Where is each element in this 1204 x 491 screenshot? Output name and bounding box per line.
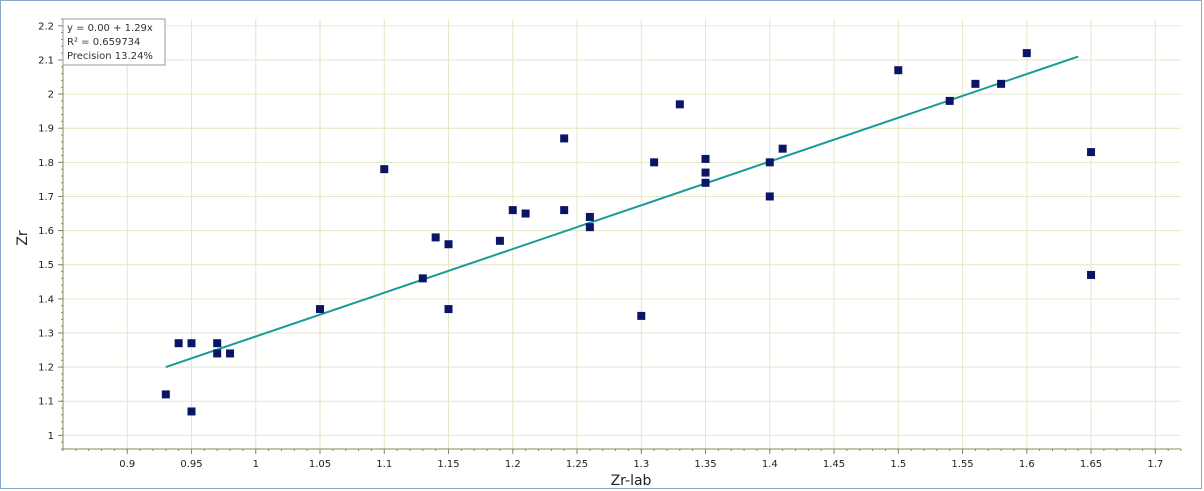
stats-box: y = 0.00 + 1.29x R² = 0.659734 Precision…: [62, 18, 166, 66]
data-point: [971, 79, 980, 88]
data-point: [508, 206, 517, 215]
x-tick-label: 1.6: [1019, 459, 1035, 470]
data-point: [765, 192, 774, 201]
data-point: [161, 390, 170, 399]
data-point: [187, 407, 196, 416]
data-point: [444, 305, 453, 314]
y-tick-label: 1.4: [38, 294, 54, 305]
data-point: [560, 134, 569, 143]
y-tick-label: 1.9: [38, 124, 54, 135]
data-point: [675, 100, 684, 109]
x-tick-label: 1.65: [1080, 459, 1102, 470]
data-point: [701, 154, 710, 163]
data-point: [418, 274, 427, 283]
data-point: [778, 144, 787, 153]
data-point: [174, 339, 183, 348]
data-point: [701, 178, 710, 187]
data-point: [560, 206, 569, 215]
trend-line: [165, 55, 1079, 369]
x-tick-label: 1.05: [309, 459, 331, 470]
data-point: [637, 311, 646, 320]
data-points: [161, 49, 1096, 416]
stats-box-border: [62, 18, 166, 66]
data-point: [1087, 270, 1096, 279]
data-point: [1087, 148, 1096, 157]
y-tick-label: 1.3: [38, 328, 54, 339]
data-point: [226, 349, 235, 358]
data-point: [585, 212, 594, 221]
y-tick-label: 1.2: [38, 363, 54, 374]
y-tick-label: 1: [48, 431, 54, 442]
data-point: [650, 158, 659, 167]
data-point: [945, 96, 954, 105]
data-point: [1022, 49, 1031, 58]
y-tick-label: 2.1: [38, 55, 54, 66]
x-tick-label: 1.2: [505, 459, 521, 470]
x-tick-label: 1.55: [951, 459, 973, 470]
grid-lines: [63, 19, 1181, 449]
x-axis-title: Zr-lab: [611, 473, 652, 489]
data-point: [380, 165, 389, 174]
stats-precision: Precision 13.24%: [67, 51, 153, 62]
stats-equation: y = 0.00 + 1.29x: [67, 23, 153, 34]
x-tick-label: 1.25: [566, 459, 588, 470]
y-axis-ticks: 1 1.1 1.2 1.3 1.4 1.5 1.6 1.7 1.8 1.9 2 2.1 2.2: [38, 18, 63, 450]
data-point: [521, 209, 530, 218]
y-tick-label: 1.7: [38, 192, 54, 203]
data-point: [187, 339, 196, 348]
y-tick-label: 1.6: [38, 226, 54, 237]
data-point: [585, 223, 594, 232]
x-axis-ticks: 0.9 0.95 1 1.05 1.1 1.15 1.2 1.25 1.3 1.35 1.4 1.45…: [62, 449, 1182, 470]
x-tick-label: 0.9: [119, 459, 135, 470]
data-point: [213, 349, 222, 358]
x-tick-label: 1.35: [694, 459, 716, 470]
x-tick-label: 1.3: [633, 459, 649, 470]
x-tick-label: 1.7: [1147, 459, 1163, 470]
data-point: [495, 236, 504, 245]
data-point: [431, 233, 440, 242]
x-tick-label: 1.4: [762, 459, 778, 470]
x-tick-label: 1.45: [823, 459, 845, 470]
y-axis-title: Zr: [15, 230, 31, 246]
x-tick-label: 1.5: [890, 459, 906, 470]
trend-line-group: [165, 55, 1079, 369]
data-point: [701, 168, 710, 177]
y-tick-label: 1.5: [38, 260, 54, 271]
data-point: [997, 79, 1006, 88]
axes: [62, 19, 1181, 450]
data-point: [213, 339, 222, 348]
data-point: [894, 66, 903, 75]
y-tick-label: 1.1: [38, 397, 54, 408]
y-tick-label: 1.8: [38, 158, 54, 169]
x-tick-label: 1.15: [437, 459, 459, 470]
y-tick-label: 2.2: [38, 21, 54, 32]
data-point: [444, 240, 453, 249]
x-tick-label: 1: [253, 459, 259, 470]
stats-r-squared: R² = 0.659734: [67, 37, 140, 48]
x-tick-label: 0.95: [180, 459, 202, 470]
data-point: [765, 158, 774, 167]
data-point: [316, 305, 325, 314]
x-tick-label: 1.1: [376, 459, 392, 470]
y-tick-label: 2: [48, 90, 54, 101]
